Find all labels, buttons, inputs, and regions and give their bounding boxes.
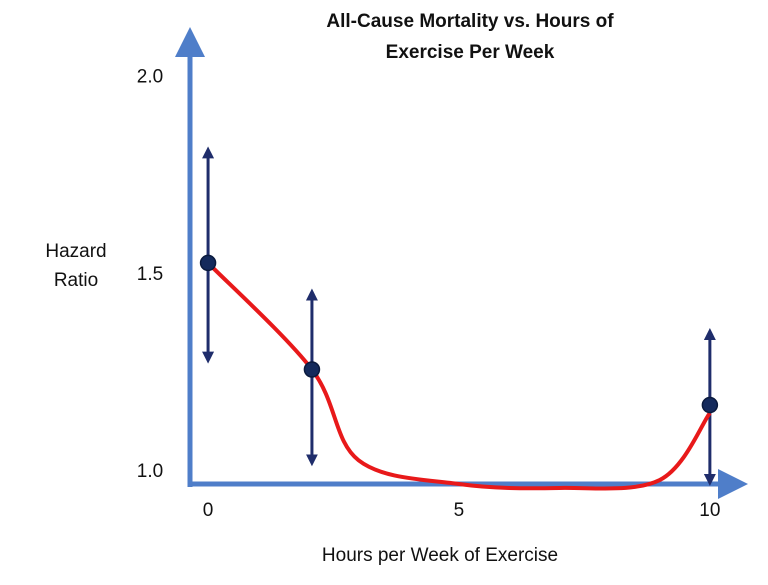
y-axis-label: Hazard [45,241,106,262]
x-axis-label: Hours per Week of Exercise [322,545,558,566]
y-tick-label: 1.0 [137,461,163,482]
x-tick-label: 10 [699,500,720,521]
chart-title: All-Cause Mortality vs. Hours of [326,11,614,32]
fit-curve [206,261,712,491]
y-axis-label: Ratio [54,270,98,291]
x-tick-label: 0 [203,500,214,521]
data-point [701,396,719,414]
y-tick-label: 2.0 [137,66,163,87]
x-tick-label: 5 [454,500,465,521]
chart-title: Exercise Per Week [386,42,555,63]
data-point [303,361,321,378]
data-point [199,254,217,272]
y-tick-label: 1.5 [137,264,163,285]
